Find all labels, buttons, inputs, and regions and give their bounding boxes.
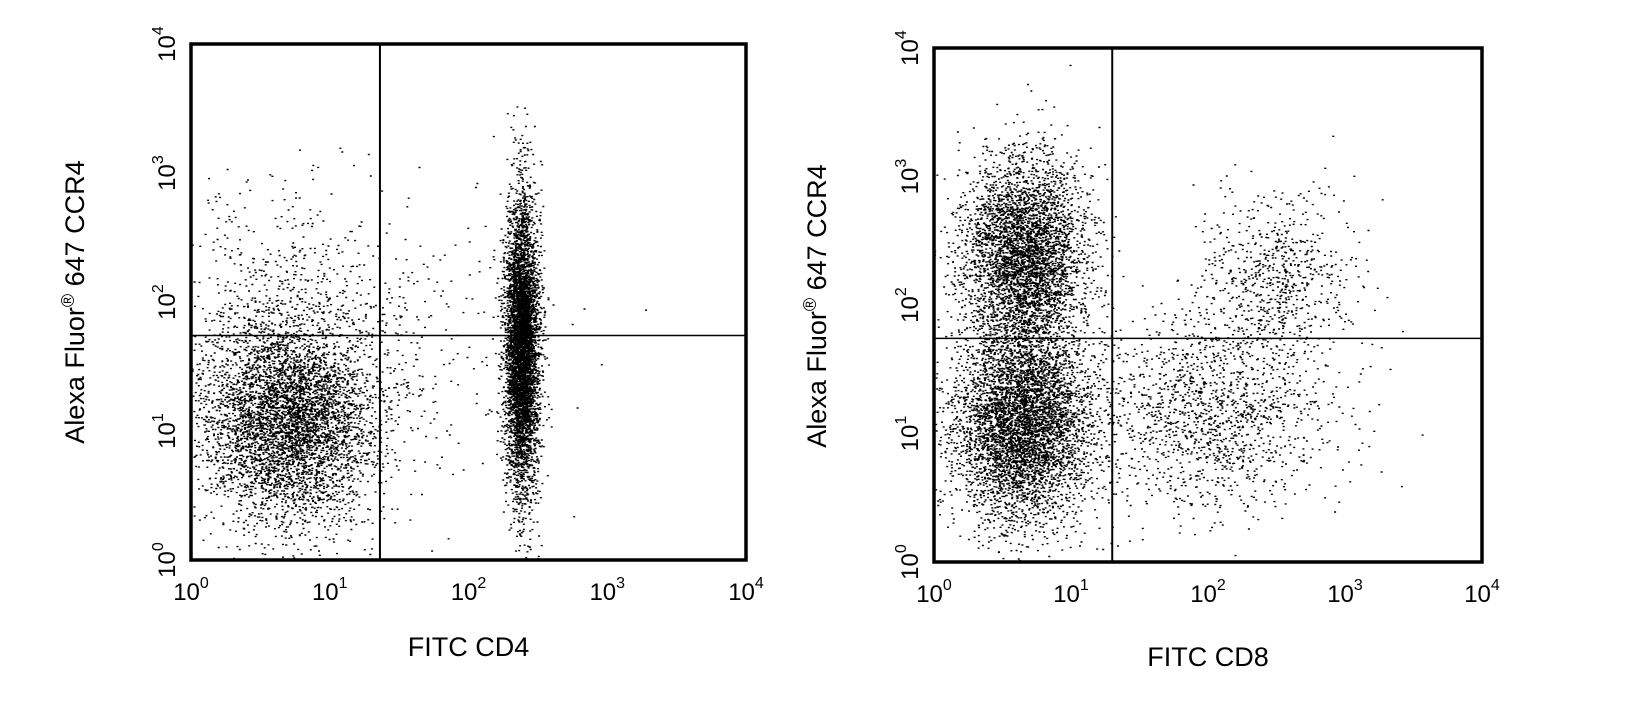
population-1 <box>934 64 1123 426</box>
x-tick-label: 103 <box>589 575 625 606</box>
y-axis-label: Alexa Fluor® 647 CCR4 <box>58 160 90 443</box>
x-axis-label: FITC CD4 <box>408 632 530 662</box>
x-tick-label: 104 <box>728 575 764 606</box>
population-1 <box>491 106 553 560</box>
plot-frame <box>189 42 748 562</box>
population-3 <box>1160 135 1404 409</box>
y-tick-label: 101 <box>150 413 181 449</box>
y-tick-label: 102 <box>150 284 181 320</box>
event-points <box>1160 135 1404 409</box>
population-3 <box>285 182 647 552</box>
plot-frame <box>932 46 1484 564</box>
population-0 <box>191 225 449 560</box>
y-tick-label: 103 <box>893 159 924 195</box>
event-points <box>491 106 553 560</box>
population-0 <box>935 244 1151 562</box>
x-tick-label: 103 <box>1327 577 1363 608</box>
x-axis-label: FITC CD8 <box>1147 642 1269 672</box>
y-axis-label: Alexa Fluor® 647 CCR4 <box>800 164 832 447</box>
y-tick-label: 100 <box>150 542 181 578</box>
y-tick-label: 102 <box>893 287 924 323</box>
plot-cd8-vs-ccr4: 100 101 102 103 104 100 101 102 103 104 FITC CD8 Al… <box>800 30 1500 672</box>
x-tick-label: 102 <box>451 575 487 606</box>
y-tick-label: 101 <box>893 416 924 452</box>
y-tick-label: 104 <box>893 30 924 66</box>
event-points <box>935 244 1151 562</box>
x-tick-label: 104 <box>1464 577 1500 608</box>
x-tick-label: 102 <box>1190 577 1226 608</box>
event-points <box>1016 275 1424 562</box>
x-tick-label: 101 <box>1053 577 1089 608</box>
population-2 <box>1016 275 1424 562</box>
y-tick-label: 100 <box>893 544 924 580</box>
y-tick-label: 103 <box>150 155 181 191</box>
y-tick-label: 104 <box>150 26 181 62</box>
event-dots <box>191 106 647 560</box>
event-points <box>285 182 647 552</box>
event-points <box>934 64 1123 426</box>
x-tick-label: 100 <box>916 577 952 608</box>
x-tick-label: 100 <box>173 575 209 606</box>
x-tick-label: 101 <box>312 575 348 606</box>
event-points <box>191 225 449 560</box>
event-dots <box>934 64 1424 562</box>
plot-cd4-vs-ccr4: 100 101 102 103 104 100 101 102 103 104 FITC CD4 Al… <box>58 26 764 662</box>
